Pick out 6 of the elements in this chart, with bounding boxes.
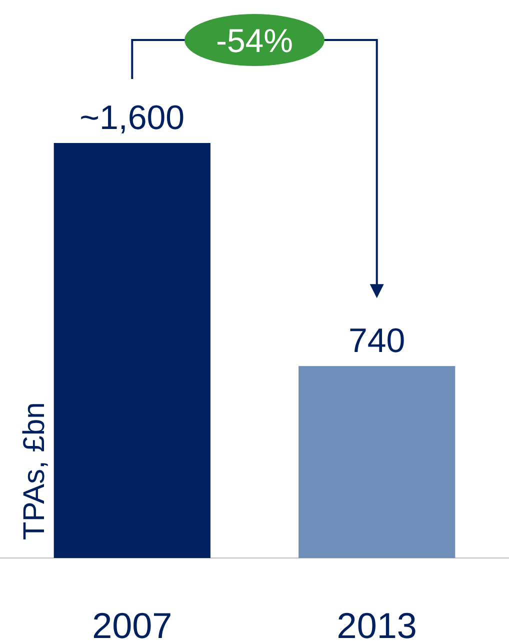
x-tick-label: 2013 <box>336 605 417 643</box>
y-axis-title: TPAs, £bn <box>18 402 51 540</box>
text: -54% <box>216 22 294 59</box>
data-label: ~1,600 <box>80 99 185 137</box>
x-tick-label: 2007 <box>92 605 172 643</box>
data-label: 740 <box>348 322 406 360</box>
